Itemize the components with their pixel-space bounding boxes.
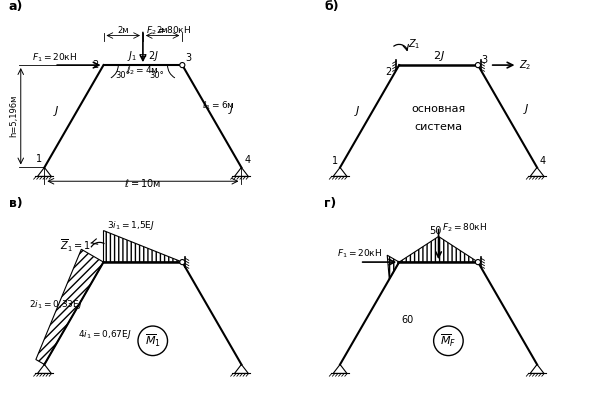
Circle shape (475, 260, 480, 265)
Text: 2: 2 (385, 67, 391, 77)
Text: а): а) (9, 0, 23, 13)
Text: $\ell_2=4$м: $\ell_2=4$м (126, 65, 159, 78)
Text: $Z_1$: $Z_1$ (408, 37, 420, 51)
Text: $F_2=80$кН: $F_2=80$кН (442, 221, 487, 234)
Text: основная: основная (411, 104, 466, 114)
Text: 2м: 2м (157, 26, 169, 35)
Text: 1: 1 (36, 154, 42, 165)
Text: $\overline{M}_F$: $\overline{M}_F$ (441, 333, 456, 349)
Text: $J$: $J$ (53, 104, 60, 118)
Text: $Z_2$: $Z_2$ (519, 58, 532, 72)
Text: $2i_1=0{,}33$E$J$: $2i_1=0{,}33$E$J$ (29, 298, 82, 311)
Text: $F_1=20$кН: $F_1=20$кН (337, 247, 382, 260)
Text: 4: 4 (540, 156, 546, 167)
Text: $\ell_1=6$м: $\ell_1=6$м (202, 99, 235, 112)
Text: $\ell=10$м: $\ell=10$м (125, 177, 161, 189)
Text: 1: 1 (332, 156, 338, 167)
Text: 3: 3 (185, 53, 191, 63)
Text: 60: 60 (401, 315, 414, 325)
Text: система: система (414, 122, 463, 132)
Text: $J_1=2J$: $J_1=2J$ (127, 49, 159, 63)
Text: 30°: 30° (115, 71, 130, 80)
Text: $J$: $J$ (354, 104, 360, 118)
Text: $2J$: $2J$ (433, 49, 445, 63)
Text: 3: 3 (481, 55, 487, 65)
Text: $4i_1=0{,}67$E$J$: $4i_1=0{,}67$E$J$ (78, 328, 131, 341)
Text: в): в) (9, 197, 23, 210)
Text: $J$: $J$ (228, 102, 235, 116)
Text: 30°: 30° (149, 71, 164, 80)
Text: 2м: 2м (117, 26, 129, 35)
Text: б): б) (324, 0, 339, 13)
Text: $F_1=20$кН: $F_1=20$кН (32, 51, 77, 64)
Text: $\overline{M}_1$: $\overline{M}_1$ (145, 333, 161, 349)
Text: $F_2=80$кН: $F_2=80$кН (146, 24, 191, 37)
Text: 4: 4 (244, 156, 251, 165)
Text: h=5,196м: h=5,196м (9, 95, 18, 138)
Circle shape (180, 63, 185, 68)
Circle shape (475, 63, 480, 68)
Text: 2: 2 (92, 60, 98, 70)
Text: $J$: $J$ (523, 102, 530, 116)
Text: 50: 50 (429, 225, 441, 236)
Text: $3i_1=1{,}5$E$J$: $3i_1=1{,}5$E$J$ (108, 219, 155, 232)
Text: г): г) (324, 197, 337, 210)
Circle shape (180, 260, 185, 265)
Text: $\overline{Z}_1=1$: $\overline{Z}_1=1$ (60, 238, 91, 254)
